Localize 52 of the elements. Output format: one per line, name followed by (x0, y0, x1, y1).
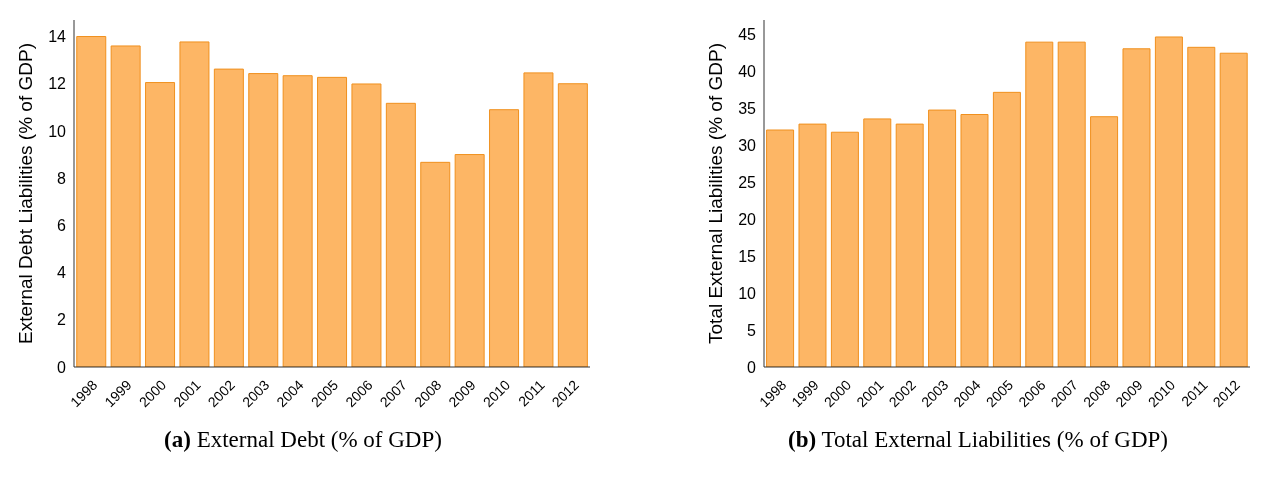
bar (557, 83, 588, 367)
bar (895, 123, 924, 367)
y-tick-label: 14 (48, 28, 67, 46)
text: (b) Total External Liabilities (% of GDP) (787, 427, 1169, 453)
y-tick-label: 5 (747, 321, 757, 339)
bar (351, 83, 382, 367)
bar (110, 45, 141, 367)
bar (830, 131, 859, 367)
bar (454, 154, 485, 367)
y-tick-label: 30 (738, 137, 757, 155)
y-tick-label: 0 (747, 358, 757, 376)
bar (317, 76, 348, 367)
y-tick-label: 45 (738, 26, 757, 44)
y-tick-label: 35 (738, 100, 757, 118)
y-tick-label: 6 (57, 217, 67, 235)
bar (76, 36, 107, 367)
bar (179, 41, 210, 367)
bar (145, 82, 176, 367)
bar (213, 68, 244, 367)
bar (489, 109, 520, 367)
bar (1154, 36, 1183, 367)
bar (960, 114, 989, 367)
bar (1025, 41, 1054, 367)
y-tick-label: 10 (738, 284, 757, 302)
bar (992, 91, 1021, 367)
bar (1219, 52, 1248, 367)
y-tick-label: 40 (738, 63, 757, 81)
y-tick-label: 2 (57, 311, 67, 329)
y-tick-label: 8 (57, 169, 67, 187)
y-tick-label: 25 (738, 174, 757, 192)
bar (420, 161, 451, 367)
bar (766, 129, 795, 367)
y-axis-title: Total External Liabilities (% of GDP) (704, 43, 726, 344)
bar (1122, 48, 1151, 367)
bar (863, 118, 892, 367)
y-tick-label: 15 (738, 247, 757, 265)
bar (248, 73, 279, 367)
bar (282, 75, 313, 367)
bar (798, 123, 827, 367)
y-tick-label: 0 (57, 358, 67, 376)
bar (1187, 46, 1216, 367)
text: (a) External Debt (% of GDP) (163, 427, 443, 453)
bar (385, 102, 416, 367)
bar (928, 109, 957, 367)
y-axis-title: External Debt Liabilities (% of GDP) (14, 43, 36, 344)
bar (1057, 41, 1086, 367)
y-tick-label: 20 (738, 211, 757, 229)
y-tick-label: 10 (48, 122, 67, 140)
y-tick-label: 4 (57, 264, 67, 282)
bar (523, 72, 554, 367)
y-tick-label: 12 (48, 75, 67, 93)
bar (1090, 116, 1119, 367)
